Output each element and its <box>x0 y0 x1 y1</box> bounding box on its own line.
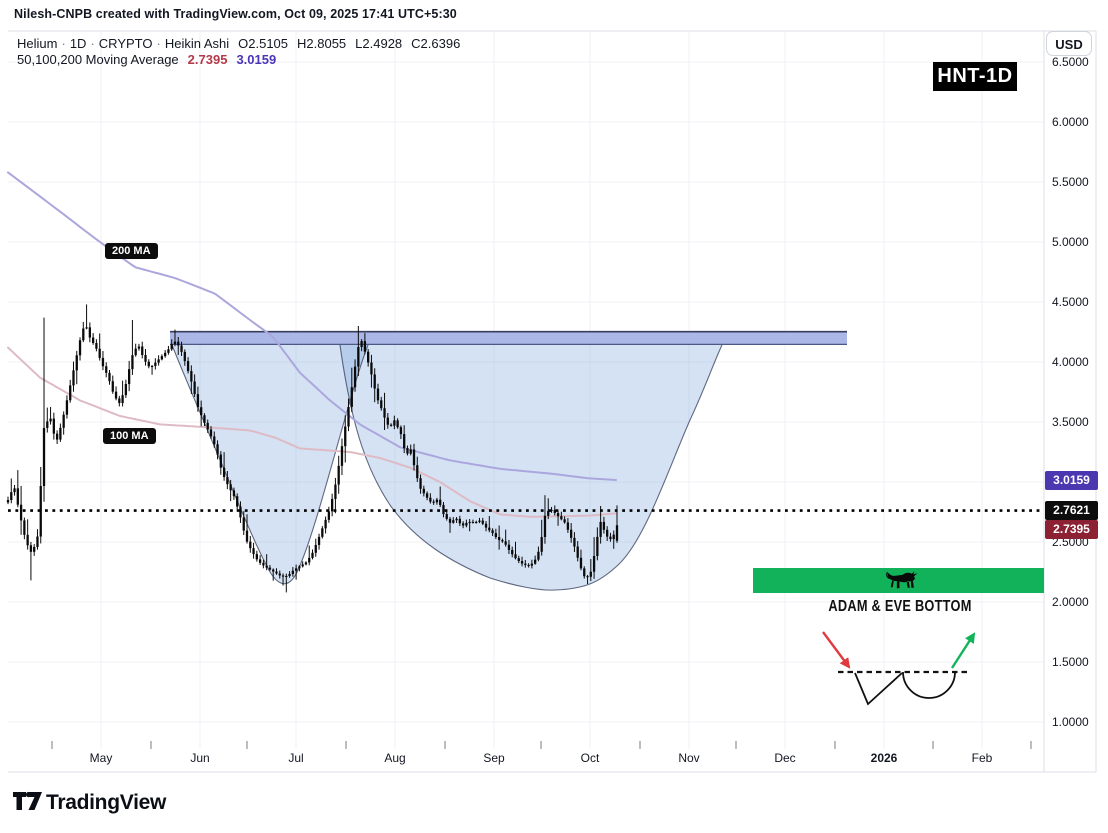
x-axis-label: Jul <box>288 751 304 765</box>
interval-label: 1D <box>69 36 87 51</box>
x-axis-label: Oct <box>580 751 600 765</box>
y-axis-label: 5.5000 <box>1052 175 1089 189</box>
price-line-tag: 2.7621 <box>1045 501 1098 521</box>
tradingview-wordmark: TradingView <box>46 791 167 814</box>
x-axis-label: Feb <box>971 751 993 765</box>
x-axis-label: May <box>89 751 113 765</box>
tradingview-logo <box>12 789 44 819</box>
symbol-name: Helium <box>17 36 58 51</box>
chart-type-label: Heikin Ashi <box>164 36 230 51</box>
y-axis-label: 1.5000 <box>1052 655 1089 669</box>
pattern-banner[interactable] <box>753 568 1044 593</box>
x-axis-label: Jun <box>190 751 210 765</box>
gridlines <box>8 31 1044 749</box>
y-axis-label: 6.5000 <box>1052 55 1089 69</box>
y-axis-label: 1.0000 <box>1052 715 1089 729</box>
pane-borders <box>8 30 1097 773</box>
y-axis-label: 3.5000 <box>1052 415 1089 429</box>
cup1-adam-fill <box>172 345 368 584</box>
decline-arrow <box>822 631 851 669</box>
exchange-label: CRYPTO <box>98 36 153 51</box>
x-axis-label: Sep <box>483 751 505 765</box>
x-axis-label: Dec <box>774 751 796 765</box>
adam-v-bottom <box>854 672 903 706</box>
bull-icon <box>886 571 918 589</box>
y-axis-label: 6.0000 <box>1052 115 1089 129</box>
ma200-value: 3.0159 <box>236 52 277 67</box>
high-value: H2.8055 <box>297 36 347 51</box>
symbol-watermark: HNT-1D <box>933 62 1017 91</box>
close-value: C2.6396 <box>411 36 461 51</box>
tradingview-mark-icon <box>13 791 42 810</box>
symbol-legend[interactable]: Helium · 1D · CRYPTO · Heikin Ashi O2.5105 H2.80… <box>17 36 460 51</box>
y-axis-label: 2.0000 <box>1052 595 1089 609</box>
adam-eve-diagram[interactable] <box>822 631 976 706</box>
ma200-tag[interactable]: 200 MA <box>105 243 158 259</box>
open-value: O2.5105 <box>238 36 289 51</box>
ma200-current-tag: 3.0159 <box>1045 470 1098 490</box>
ma100-line[interactable] <box>7 346 617 518</box>
ma100-current-tag: 2.7395 <box>1045 520 1098 540</box>
x-axis-label: Nov <box>678 751 700 765</box>
ma100-tag[interactable]: 100 MA <box>103 428 156 444</box>
y-axis-label: 4.5000 <box>1052 295 1089 309</box>
eve-rounded-bottom <box>902 671 956 699</box>
attribution-text: Nilesh-CNPB created with TradingView.com… <box>14 7 457 21</box>
adam-eve-pattern-overlay[interactable] <box>170 330 847 591</box>
pattern-title: ADAM & EVE BOTTOM <box>828 598 972 615</box>
legend-separator: · <box>61 36 66 51</box>
breakout-arrow <box>950 632 976 669</box>
legend-separator: · <box>156 36 161 51</box>
legend-separator: · <box>90 36 95 51</box>
y-axis-label: 4.0000 <box>1052 355 1089 369</box>
x-axis-label: 2026 <box>870 751 898 765</box>
cup2-eve-fill <box>340 345 722 591</box>
ma-indicator-legend[interactable]: 50,100,200 Moving Average 2.7395 3.0159 <box>17 52 276 67</box>
y-axis-label: 5.0000 <box>1052 235 1089 249</box>
ma100-value: 2.7395 <box>187 52 228 67</box>
currency-button[interactable]: USD <box>1046 31 1092 56</box>
candlesticks <box>6 304 619 593</box>
low-value: L2.4928 <box>355 36 403 51</box>
x-axis-label: Aug <box>384 751 406 765</box>
ma-indicator-label: 50,100,200 Moving Average <box>17 52 179 67</box>
neckline-band <box>170 331 847 345</box>
